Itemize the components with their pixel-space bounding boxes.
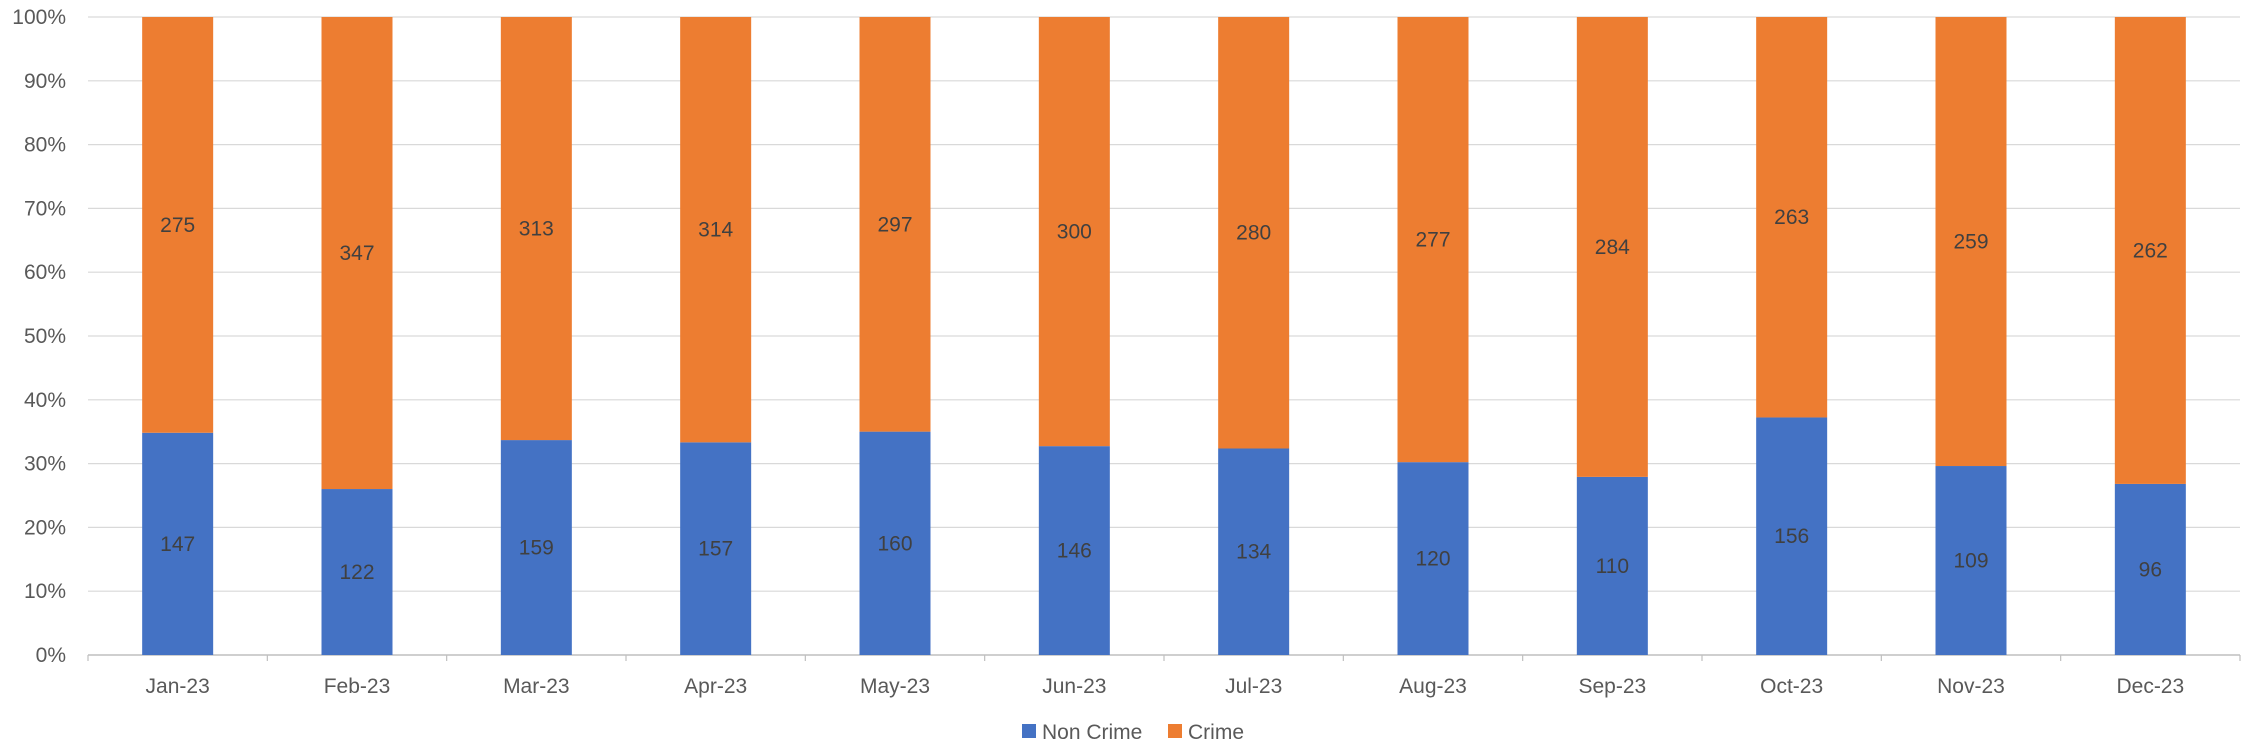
- bar-crime: [321, 17, 393, 490]
- x-tick-label: Aug-23: [1399, 675, 1467, 698]
- bar-non-crime: [1935, 466, 2007, 655]
- data-label-crime: 314: [698, 219, 733, 242]
- x-tick-label: Apr-23: [684, 675, 747, 698]
- data-label-crime: 313: [519, 218, 554, 241]
- data-label-non-crime: 146: [1057, 540, 1092, 563]
- y-axis: 0% 10% 20% 30% 40% 50% 60% 70% 80% 90% 100%: [12, 6, 66, 667]
- data-label-crime: 280: [1236, 222, 1271, 245]
- y-tick-label: 40%: [24, 389, 66, 412]
- data-label-crime: 275: [160, 214, 195, 237]
- bar-non-crime: [1576, 476, 1648, 655]
- bar-crime: [1397, 17, 1469, 463]
- bar-non-crime: [859, 431, 931, 655]
- data-label-crime: 300: [1057, 221, 1092, 244]
- bar-crime: [1576, 17, 1648, 477]
- data-labels: 147 275 122 347 159 313 157 314 160 297 146 300 134 2…: [160, 206, 2168, 584]
- data-label-non-crime: 160: [877, 532, 912, 555]
- y-tick-label: 90%: [24, 70, 66, 93]
- data-label-non-crime: 96: [2139, 558, 2162, 581]
- y-tick-label: 50%: [24, 325, 66, 348]
- data-label-non-crime: 147: [160, 533, 195, 556]
- bar-non-crime: [321, 489, 393, 655]
- x-tick-label: May-23: [860, 675, 930, 698]
- bar-crime: [1218, 17, 1290, 449]
- bars: [142, 17, 2186, 655]
- x-axis: Jan-23 Feb-23 Mar-23 Apr-23 May-23 Jun-23 Jul-…: [87, 655, 2241, 698]
- data-label-non-crime: 110: [1596, 555, 1629, 578]
- bar-non-crime: [680, 442, 752, 655]
- x-tick-label: Mar-23: [503, 675, 570, 698]
- bar-non-crime: [1756, 417, 1828, 655]
- x-tick-label: Jun-23: [1042, 675, 1106, 698]
- y-tick-label: 80%: [24, 134, 66, 157]
- data-label-non-crime: 120: [1415, 548, 1450, 571]
- bar-crime: [1756, 17, 1828, 418]
- legend-swatch-crime: [1168, 724, 1182, 738]
- data-label-non-crime: 157: [698, 538, 733, 561]
- data-label-crime: 297: [877, 213, 912, 236]
- y-tick-label: 0%: [36, 644, 66, 667]
- bar-crime: [680, 17, 752, 443]
- data-label-non-crime: 122: [339, 561, 374, 584]
- bar-crime: [2114, 17, 2186, 484]
- y-tick-label: 100%: [12, 6, 66, 29]
- y-tick-label: 70%: [24, 197, 66, 220]
- data-label-crime: 259: [1953, 231, 1988, 254]
- y-tick-label: 30%: [24, 453, 66, 476]
- bar-non-crime: [1397, 462, 1469, 655]
- legend: Non Crime Crime: [1022, 721, 1244, 744]
- bar-non-crime: [500, 440, 572, 655]
- x-tick-label: Oct-23: [1760, 675, 1823, 698]
- bar-non-crime: [142, 432, 214, 655]
- x-tick-label: Jul-23: [1225, 675, 1282, 698]
- bar-crime: [500, 17, 572, 441]
- data-label-non-crime: 134: [1236, 541, 1271, 564]
- x-tick-label: Dec-23: [2116, 675, 2184, 698]
- legend-label-non-crime: Non Crime: [1042, 721, 1142, 744]
- x-tick-label: Sep-23: [1578, 675, 1646, 698]
- bar-crime: [859, 17, 931, 432]
- bar-crime: [1038, 17, 1110, 447]
- data-label-non-crime: 109: [1953, 550, 1988, 573]
- data-label-crime: 262: [2133, 239, 2168, 262]
- bar-non-crime: [1038, 446, 1110, 655]
- y-tick-label: 10%: [24, 580, 66, 603]
- data-label-crime: 347: [339, 242, 374, 265]
- x-tick-label: Feb-23: [324, 675, 391, 698]
- x-tick-label: Nov-23: [1937, 675, 2005, 698]
- data-label-non-crime: 159: [519, 537, 554, 560]
- bar-non-crime: [2114, 483, 2186, 655]
- x-tick-label: Jan-23: [146, 675, 210, 698]
- bar-crime: [1935, 17, 2007, 467]
- gridlines: [88, 16, 2240, 656]
- legend-swatch-non-crime: [1022, 724, 1036, 738]
- y-tick-label: 60%: [24, 261, 66, 284]
- data-label-crime: 284: [1595, 236, 1630, 259]
- data-label-non-crime: 156: [1774, 525, 1809, 548]
- bar-non-crime: [1218, 448, 1290, 655]
- bar-crime: [142, 17, 214, 433]
- y-tick-label: 20%: [24, 516, 66, 539]
- legend-label-crime: Crime: [1188, 721, 1244, 744]
- data-label-crime: 263: [1774, 206, 1809, 229]
- data-label-crime: 277: [1415, 229, 1450, 252]
